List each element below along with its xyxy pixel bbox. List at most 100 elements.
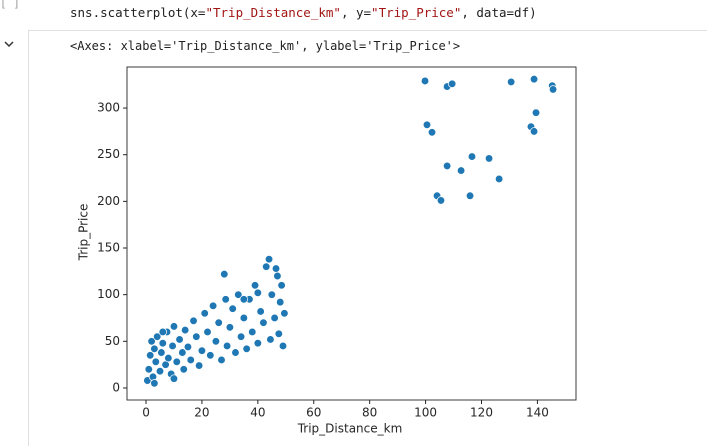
point bbox=[222, 341, 232, 351]
point bbox=[442, 161, 452, 171]
point bbox=[225, 323, 235, 332]
point bbox=[206, 351, 215, 360]
point bbox=[436, 196, 446, 205]
point bbox=[158, 327, 167, 337]
point bbox=[447, 79, 457, 88]
point bbox=[146, 351, 155, 360]
code-line[interactable]: sns.scatterplot(x="Trip_Distance_km", y=… bbox=[70, 5, 537, 20]
y-tick-label: 0 bbox=[112, 380, 120, 394]
point bbox=[277, 281, 286, 290]
point bbox=[194, 361, 204, 370]
point bbox=[248, 327, 257, 337]
point bbox=[150, 379, 159, 388]
point bbox=[427, 128, 437, 137]
x-tick-label: 0 bbox=[142, 406, 150, 420]
point bbox=[144, 365, 153, 374]
point bbox=[169, 374, 179, 383]
point bbox=[264, 255, 274, 264]
x-tick-label: 20 bbox=[194, 406, 209, 420]
point bbox=[158, 339, 167, 348]
point bbox=[494, 174, 504, 184]
collapse-chevron[interactable] bbox=[3, 40, 15, 50]
point bbox=[147, 337, 156, 346]
point bbox=[221, 295, 230, 304]
point bbox=[274, 329, 283, 338]
y-tick-label: 100 bbox=[97, 287, 120, 301]
point bbox=[270, 313, 279, 323]
point bbox=[236, 332, 246, 341]
point bbox=[262, 262, 271, 271]
y-axis-label: Trip_Price bbox=[77, 204, 91, 262]
point bbox=[420, 76, 430, 86]
point bbox=[266, 335, 275, 344]
point bbox=[467, 152, 477, 161]
point bbox=[217, 355, 226, 365]
code-token: sns.scatterplot(x= bbox=[70, 5, 206, 20]
point bbox=[214, 318, 223, 327]
point bbox=[484, 154, 494, 163]
y-tick-label: 50 bbox=[105, 334, 120, 348]
output-gutter bbox=[28, 31, 29, 446]
point bbox=[186, 355, 195, 365]
point bbox=[175, 335, 184, 344]
point bbox=[239, 313, 249, 323]
point bbox=[228, 304, 237, 313]
point bbox=[267, 290, 276, 299]
point bbox=[172, 357, 181, 366]
y-tick-label: 150 bbox=[97, 241, 120, 255]
point bbox=[253, 288, 262, 297]
point bbox=[256, 307, 265, 316]
point bbox=[231, 348, 240, 357]
point bbox=[465, 191, 475, 200]
code-token: "Trip_Distance_km" bbox=[205, 5, 341, 20]
point bbox=[200, 309, 209, 318]
x-tick-label: 80 bbox=[362, 406, 377, 420]
point bbox=[157, 348, 166, 357]
cell-divider bbox=[28, 30, 707, 31]
y-tick-label: 200 bbox=[97, 194, 120, 208]
point bbox=[220, 269, 229, 279]
point bbox=[506, 77, 516, 87]
point bbox=[150, 344, 159, 353]
point bbox=[278, 341, 288, 351]
point bbox=[234, 290, 243, 299]
point bbox=[151, 357, 160, 366]
axes-frame bbox=[126, 66, 577, 401]
x-tick-label: 40 bbox=[250, 406, 265, 420]
point bbox=[164, 353, 173, 363]
output-text: <Axes: xlabel='Trip_Distance_km', ylabel… bbox=[70, 39, 461, 53]
point bbox=[280, 309, 289, 318]
point bbox=[253, 339, 262, 348]
code-token: "Trip_Price" bbox=[371, 5, 462, 20]
point bbox=[276, 297, 285, 307]
point bbox=[153, 332, 162, 341]
x-tick-label: 100 bbox=[414, 406, 437, 420]
y-tick-label: 300 bbox=[97, 101, 120, 115]
point bbox=[181, 325, 190, 335]
x-axis-label: Trip_Distance_km bbox=[297, 422, 403, 436]
point bbox=[548, 85, 558, 94]
point bbox=[529, 127, 539, 136]
cell-prompt[interactable]: [ ] bbox=[0, 0, 20, 10]
point bbox=[259, 318, 268, 327]
point bbox=[183, 342, 193, 352]
point bbox=[189, 316, 198, 325]
point bbox=[273, 271, 282, 281]
point bbox=[179, 365, 188, 374]
point bbox=[168, 341, 177, 351]
code-token: , data=df) bbox=[461, 5, 537, 20]
point bbox=[250, 281, 260, 290]
point bbox=[211, 337, 221, 346]
point bbox=[192, 332, 201, 341]
point bbox=[239, 295, 249, 304]
point bbox=[155, 367, 165, 376]
y-tick-label: 250 bbox=[97, 147, 120, 161]
point bbox=[531, 108, 541, 117]
x-tick-label: 60 bbox=[306, 406, 321, 420]
point bbox=[271, 264, 281, 273]
code-token: , y= bbox=[340, 5, 372, 20]
point bbox=[178, 348, 187, 357]
point bbox=[169, 322, 179, 331]
